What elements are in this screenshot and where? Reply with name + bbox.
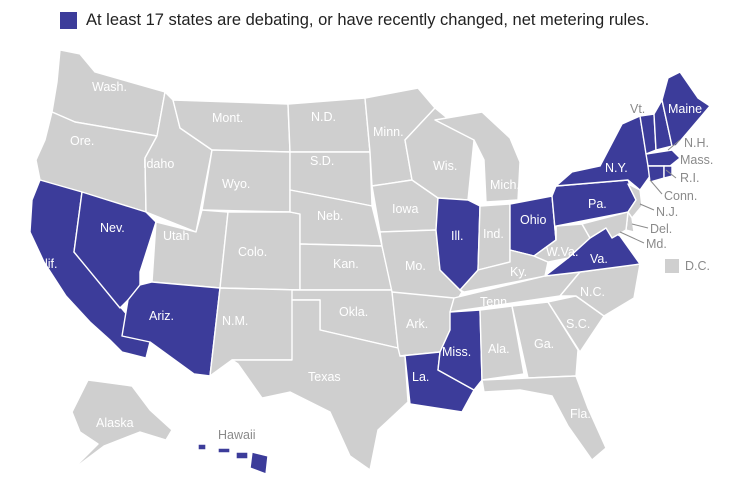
- label-al: Ala.: [488, 342, 510, 356]
- legend-swatch: [60, 11, 77, 29]
- legend-text: At least 17 states are debating, or have…: [86, 10, 650, 29]
- label-in: Ind.: [483, 227, 504, 241]
- label-nj: N.J.: [656, 205, 678, 219]
- label-tn: Tenn.: [480, 295, 511, 309]
- label-ks: Kan.: [333, 257, 359, 271]
- label-fl: Fla.: [570, 407, 591, 421]
- label-leader-lines: [619, 139, 681, 244]
- label-sd: S.D.: [310, 154, 334, 168]
- label-nm: N.M.: [222, 314, 248, 328]
- state-ga[interactable]: [511, 301, 579, 379]
- state-ct[interactable]: [647, 165, 665, 183]
- state-nd[interactable]: [287, 97, 371, 153]
- label-me: Maine: [668, 102, 702, 116]
- label-de: Del.: [650, 222, 672, 236]
- label-ar: Ark.: [406, 317, 428, 331]
- state-fl[interactable]: [481, 375, 607, 461]
- label-wv: W.Va.: [546, 245, 578, 259]
- state-hi[interactable]: [197, 443, 269, 475]
- label-il: Ill.: [451, 229, 464, 243]
- label-ny: N.Y.: [605, 161, 628, 175]
- label-va: Va.: [590, 252, 608, 266]
- state-ak[interactable]: [71, 379, 173, 471]
- label-mi: Mich.: [490, 178, 520, 192]
- map-legend: At least 17 states are debating, or have…: [60, 8, 649, 32]
- label-ma: Mass.: [680, 153, 713, 167]
- label-wa: Wash.: [92, 80, 127, 94]
- label-pa: Pa.: [588, 197, 607, 211]
- label-dc: D.C.: [685, 259, 710, 273]
- label-mt: Mont.: [212, 111, 243, 125]
- label-nv: Nev.: [100, 221, 125, 235]
- label-wi: Wis.: [433, 159, 457, 173]
- state-al[interactable]: [479, 305, 525, 381]
- label-ne: Neb.: [317, 209, 343, 223]
- label-vt: Vt.: [630, 102, 645, 116]
- label-tx: Texas: [308, 370, 341, 384]
- label-ms: Miss.: [442, 345, 471, 359]
- label-ak: Alaska: [96, 416, 134, 430]
- state-mi[interactable]: [434, 111, 521, 203]
- label-ct: Conn.: [664, 189, 697, 203]
- state-ny[interactable]: [555, 115, 651, 191]
- label-ut: Utah: [163, 229, 189, 243]
- label-co: Colo.: [238, 245, 267, 259]
- state-md[interactable]: [581, 211, 629, 239]
- dc-swatch[interactable]: [665, 259, 679, 273]
- state-az[interactable]: [121, 281, 221, 377]
- label-md: Md.: [646, 237, 667, 251]
- state-tx[interactable]: [231, 299, 409, 471]
- label-ia: Iowa: [392, 202, 418, 216]
- label-ri: R.I.: [680, 171, 699, 185]
- label-nh: N.H.: [684, 136, 709, 150]
- label-sc: S.C.: [566, 317, 590, 331]
- label-oh: Ohio: [520, 213, 546, 227]
- state-ma[interactable]: [645, 149, 681, 167]
- label-az: Ariz.: [149, 309, 174, 323]
- label-ky: Ky.: [510, 265, 527, 279]
- label-mo: Mo.: [405, 259, 426, 273]
- label-nc: N.C.: [580, 285, 605, 299]
- label-nd: N.D.: [311, 110, 336, 124]
- label-la: La.: [412, 370, 429, 384]
- label-ok: Okla.: [339, 305, 368, 319]
- label-or: Ore.: [70, 134, 94, 148]
- label-ca: Calif.: [29, 257, 57, 271]
- label-mn: Minn.: [373, 125, 404, 139]
- label-wy: Wyo.: [222, 177, 250, 191]
- label-hi: Hawaii: [218, 428, 256, 442]
- label-id: Idaho: [143, 157, 174, 171]
- label-ga: Ga.: [534, 337, 554, 351]
